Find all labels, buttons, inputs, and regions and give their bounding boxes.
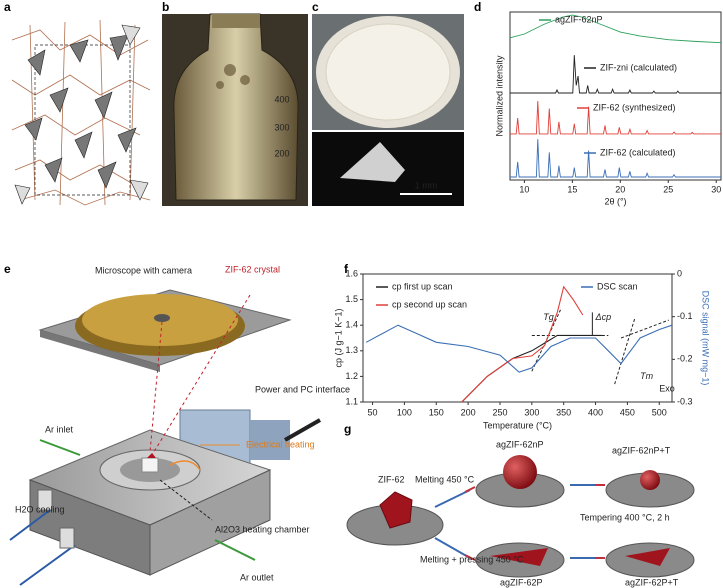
y-tick-label: 1.1 — [345, 396, 358, 406]
y-tick-label: 1.6 — [345, 268, 358, 278]
legend-label: cp first up scan — [392, 281, 453, 291]
y-tick-label: 1.2 — [345, 371, 358, 381]
x-tick-label: 20 — [615, 184, 625, 194]
legend-label: ZIF-62 (calculated) — [600, 147, 676, 157]
crystal-photo: 1 mm — [312, 132, 464, 206]
plot-frame — [362, 273, 673, 403]
x-tick-label: 30 — [711, 184, 721, 194]
heating-stage: Microscope with camera ZIF-62 crystal Po… — [9, 264, 350, 586]
x-axis-label: Temperature (°C) — [483, 420, 552, 430]
bottle-mark: 300 — [274, 122, 289, 132]
x-tick-label: 50 — [368, 407, 378, 417]
crystal-structure — [10, 19, 151, 206]
label-product: agZIF-62nP — [496, 439, 544, 449]
x-tick-label: 350 — [556, 407, 571, 417]
x-tick-label: 25 — [663, 184, 673, 194]
annotation: Exo — [659, 384, 675, 394]
label-zif62: ZIF-62 — [378, 474, 405, 484]
x-tick-label: 400 — [588, 407, 603, 417]
curve — [461, 334, 602, 403]
y-tick-label: 1.3 — [345, 345, 358, 355]
annotation: Tg — [543, 312, 554, 322]
label-chamber: Al2O3 heating chamber — [215, 524, 310, 534]
y2-tick-label: 0 — [677, 268, 682, 278]
x-tick-label: 450 — [620, 407, 635, 417]
y2-tick-label: -0.3 — [677, 396, 693, 406]
panel-label: g — [344, 422, 351, 436]
label-product: agZIF-62P+T — [625, 577, 679, 587]
x-tick-label: 10 — [519, 184, 529, 194]
label-crystal: ZIF-62 crystal — [225, 264, 280, 274]
legend-label: agZIF-62nP — [555, 14, 603, 24]
x-tick-label: 250 — [492, 407, 507, 417]
scale-bar-label: 1 mm — [415, 180, 438, 190]
legend-label: ZIF-62 (synthesized) — [593, 102, 676, 112]
x-tick-label: 150 — [429, 407, 444, 417]
annotation: Δcp — [595, 312, 612, 322]
label-product: agZIF-62nP+T — [612, 445, 671, 455]
panel-label: e — [4, 262, 11, 276]
curve — [365, 324, 673, 373]
panel-label: a — [4, 0, 11, 14]
tangent — [531, 309, 561, 372]
y-tick-label: 1.5 — [345, 294, 358, 304]
y-tick-label: 1.4 — [345, 320, 358, 330]
label-ar-inlet: Ar inlet — [45, 424, 74, 434]
legend-label: ZIF-zni (calculated) — [600, 62, 677, 72]
legend-label: DSC scan — [597, 281, 638, 291]
panel-label: d — [474, 0, 481, 14]
y-axis-label: cp (J g−1 K−1) — [333, 308, 343, 367]
label-heating: Electrical heating — [246, 439, 315, 449]
y2-tick-label: -0.2 — [677, 354, 693, 364]
y2-axis-label: DSC signal (mW mg−1) — [701, 291, 711, 386]
panel-label: c — [312, 0, 319, 14]
label-melting: Melting 450 °C — [415, 474, 475, 484]
xrd-line — [510, 139, 721, 178]
label-product: agZIF-62P — [500, 577, 543, 587]
processing-scheme: ZIF-62 Melting 450 °C agZIF-62nP agZIF-6… — [346, 439, 695, 587]
x-tick-label: 200 — [461, 407, 476, 417]
panel-label: f — [344, 262, 349, 276]
x-tick-label: 300 — [524, 407, 539, 417]
legend-label: cp second up scan — [392, 299, 467, 309]
curve — [461, 285, 584, 403]
xrd-line — [509, 14, 722, 44]
xrd-line — [510, 55, 721, 94]
powder-photo — [312, 14, 464, 130]
scale-bar — [400, 193, 452, 195]
label-ar-outlet: Ar outlet — [240, 572, 274, 582]
x-axis-label: 2θ (°) — [604, 196, 626, 206]
label-cooling: H2O cooling — [15, 504, 65, 514]
label-pressing: Melting + pressing 450 °C — [420, 554, 524, 564]
bottle-photo: 400 300 200 — [162, 13, 308, 206]
annotation: Tm — [640, 371, 653, 381]
label-power: Power and PC interface — [255, 384, 350, 394]
x-tick-label: 15 — [567, 184, 577, 194]
x-tick-label: 500 — [652, 407, 667, 417]
bottle-mark: 200 — [274, 148, 289, 158]
label-tempering: Tempering 400 °C, 2 h — [580, 512, 670, 522]
tangent — [620, 319, 669, 339]
y-axis-label: Normalized intensity — [494, 55, 504, 137]
label-microscope: Microscope with camera — [95, 265, 192, 275]
x-tick-label: 100 — [397, 407, 412, 417]
bottle-mark: 400 — [274, 94, 289, 104]
y2-tick-label: -0.1 — [677, 311, 693, 321]
xrd-line — [510, 100, 721, 135]
plot-frame — [509, 11, 722, 181]
panel-label: b — [162, 0, 169, 14]
tangent — [614, 317, 636, 385]
